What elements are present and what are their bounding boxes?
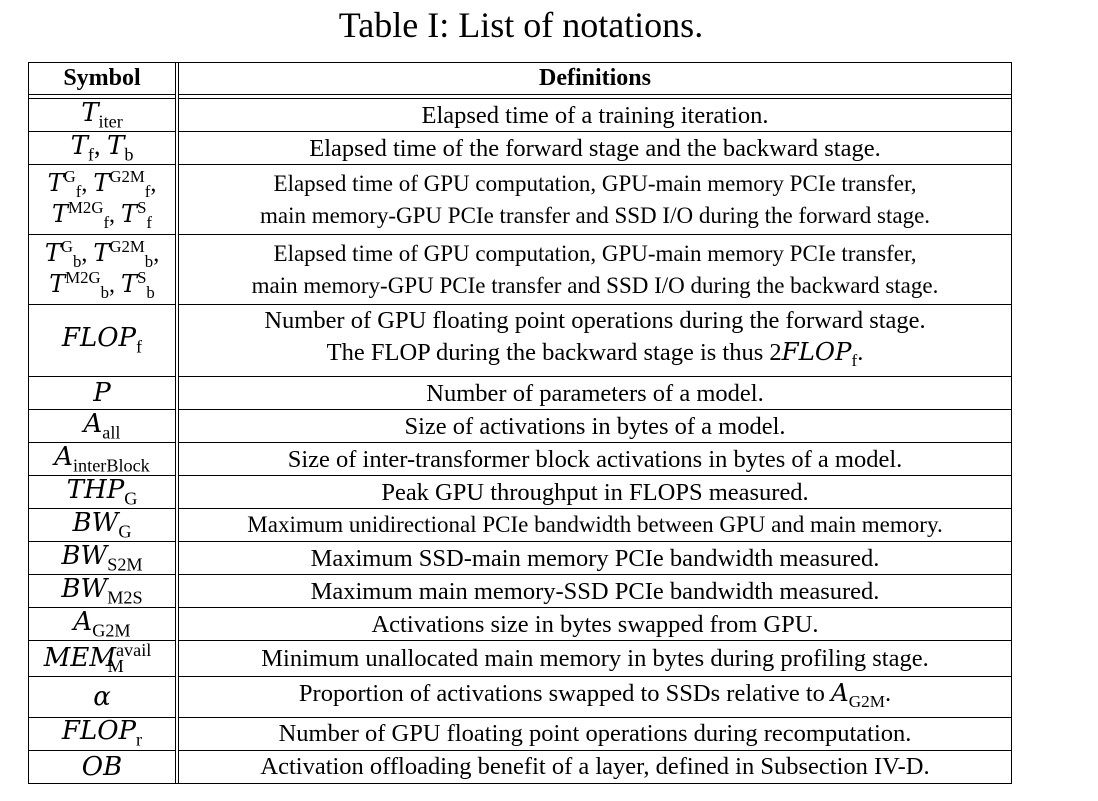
definition-line: Number of GPU floating point operations … <box>264 307 926 334</box>
symbol-cell: OB <box>29 750 179 784</box>
definition-cell: Elapsed time of a training iteration. <box>177 98 1011 132</box>
notation-table-frame: Symbol Definitions Titer Elapsed time of… <box>28 62 1012 785</box>
definition-cell: Elapsed time of the forward stage and th… <box>177 131 1011 165</box>
definition-cell: Number of GPU floating point operations … <box>177 717 1011 751</box>
symbol-cell: THPG <box>29 475 179 509</box>
symbol-cell: AG2M <box>29 607 179 641</box>
header-row: Symbol Definitions <box>29 63 1011 95</box>
table-row: α Proportion of activations swapped to S… <box>29 676 1011 718</box>
definition-line: main memory-GPU PCIe transfer and SSD I/… <box>259 202 931 228</box>
notation-table: Symbol Definitions Titer Elapsed time of… <box>29 63 1011 784</box>
symbol-cell: AinterBlock <box>29 442 179 476</box>
symbol-cell: Titer <box>29 98 179 132</box>
symbol-cell: TGb, TG2Mb, TM2Gb, TSb <box>29 234 179 305</box>
definition-cell: Maximum main memory-SSD PCIe bandwidth m… <box>177 574 1011 608</box>
symbol-cell: Aall <box>29 409 179 443</box>
definition-cell: Number of parameters of a model. <box>177 376 1011 410</box>
table-row: BWS2M Maximum SSD-main memory PCIe bandw… <box>29 541 1011 575</box>
table-row: THPG Peak GPU throughput in FLOPS measur… <box>29 475 1011 509</box>
symbol-cell: BWS2M <box>29 541 179 575</box>
table-row: FLOPf Number of GPU floating point opera… <box>29 304 1011 377</box>
definitions-column-header: Definitions <box>538 65 651 91</box>
table-row: TGb, TG2Mb, TM2Gb, TSb Elapsed time of G… <box>29 234 1011 305</box>
definition-cell: Maximum unidirectional PCIe bandwidth be… <box>177 508 1011 542</box>
definition-cell: Size of activations in bytes of a model. <box>177 409 1011 443</box>
definition-cell: Elapsed time of GPU computation, GPU-mai… <box>177 234 1011 305</box>
table-row: BWG Maximum unidirectional PCIe bandwidt… <box>29 508 1011 542</box>
definition-cell: Activations size in bytes swapped from G… <box>177 607 1011 641</box>
definition-cell: Activation offloading benefit of a layer… <box>260 753 930 781</box>
table-row: Aall Size of activations in bytes of a m… <box>29 409 1011 443</box>
symbol-cell: MEMavailM <box>29 640 179 677</box>
table-row: AinterBlock Size of inter-transformer bl… <box>29 442 1011 476</box>
definition-cell: Proportion of activations swapped to SSD… <box>177 676 1011 718</box>
table-caption: Table I: List of notations. <box>338 5 704 45</box>
definition-line: Elapsed time of GPU computation, GPU-mai… <box>273 170 917 196</box>
symbol-cell: FLOPr <box>29 717 179 751</box>
table-row: Tf, Tb Elapsed time of the forward stage… <box>29 131 1011 165</box>
definition-line: main memory-GPU PCIe transfer and SSD I/… <box>251 272 939 298</box>
definition-cell: Peak GPU throughput in FLOPS measured. <box>177 475 1011 509</box>
definition-cell: Maximum SSD-main memory PCIe bandwidth m… <box>177 541 1011 575</box>
table-row: OB Activation offloading benefit of a la… <box>29 750 1011 784</box>
symbol-cell: P <box>29 376 179 410</box>
table-row: P Number of parameters of a model. <box>29 376 1011 410</box>
symbol-cell: TGf, TG2Mf, TM2Gf, TSf <box>29 164 179 235</box>
definition-cell: Number of GPU floating point operations … <box>177 304 1011 377</box>
symbol-cell: BWG <box>29 508 179 542</box>
table-row: TGf, TG2Mf, TM2Gf, TSf Elapsed time of G… <box>29 164 1011 235</box>
definition-cell: Size of inter-transformer block activati… <box>177 442 1011 476</box>
table-row: AG2M Activations size in bytes swapped f… <box>29 607 1011 641</box>
symbol-cell: FLOPf <box>29 304 179 377</box>
table-row: BWM2S Maximum main memory-SSD PCIe bandw… <box>29 574 1011 608</box>
table-row: FLOPr Number of GPU floating point opera… <box>29 717 1011 751</box>
definition-line: Elapsed time of GPU computation, GPU-mai… <box>273 240 917 266</box>
table-row: MEMavailM Minimum unallocated main memor… <box>29 640 1011 677</box>
definition-cell: Elapsed time of GPU computation, GPU-mai… <box>177 164 1011 235</box>
definition-line: The FLOP during the backward stage is th… <box>326 337 864 370</box>
symbol-cell: BWM2S <box>29 574 179 608</box>
symbol-cell: α <box>29 676 179 718</box>
symbol-cell: Tf, Tb <box>29 131 179 165</box>
definition-cell: Minimum unallocated main memory in bytes… <box>177 640 1011 677</box>
table-row: Titer Elapsed time of a training iterati… <box>29 98 1011 132</box>
symbol-column-header: Symbol <box>29 63 179 95</box>
